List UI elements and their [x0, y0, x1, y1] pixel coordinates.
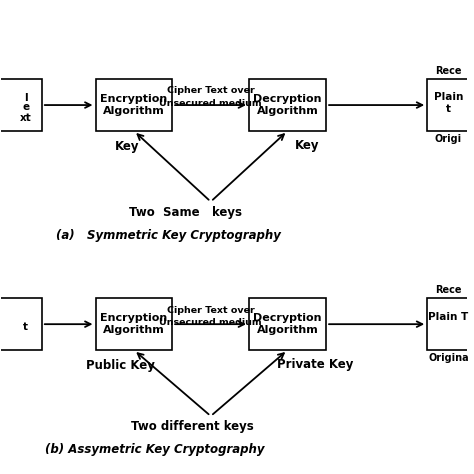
Text: t: t: [23, 321, 28, 331]
Text: xt: xt: [20, 113, 31, 123]
Text: Rece: Rece: [435, 285, 462, 295]
Text: t: t: [446, 104, 451, 114]
FancyBboxPatch shape: [427, 298, 470, 350]
Text: Private Key: Private Key: [277, 358, 354, 371]
Text: Encryption
Algorithm: Encryption Algorithm: [100, 94, 168, 116]
Text: Public Key: Public Key: [86, 359, 155, 372]
FancyBboxPatch shape: [0, 298, 42, 350]
Text: Key: Key: [115, 140, 139, 153]
Text: Origi: Origi: [435, 134, 462, 144]
Text: Decryption
Algorithm: Decryption Algorithm: [253, 313, 322, 335]
FancyBboxPatch shape: [96, 298, 173, 350]
FancyBboxPatch shape: [427, 79, 470, 131]
Text: Unsecured medium: Unsecured medium: [159, 99, 262, 108]
Text: Unsecured medium: Unsecured medium: [159, 318, 262, 327]
Text: Two  Same   keys: Two Same keys: [128, 206, 242, 219]
Text: Two different keys: Two different keys: [131, 420, 254, 433]
FancyBboxPatch shape: [249, 298, 326, 350]
Text: l: l: [24, 93, 27, 103]
Text: (a)   Symmetric Key Cryptography: (a) Symmetric Key Cryptography: [56, 229, 281, 242]
Text: Origina: Origina: [428, 353, 469, 363]
Text: Encryption
Algorithm: Encryption Algorithm: [100, 313, 168, 335]
Text: Key: Key: [295, 138, 319, 152]
Text: Decryption
Algorithm: Decryption Algorithm: [253, 94, 322, 116]
Text: Cipher Text over: Cipher Text over: [167, 86, 255, 95]
FancyBboxPatch shape: [96, 79, 173, 131]
Text: Plain T: Plain T: [428, 312, 469, 322]
FancyBboxPatch shape: [249, 79, 326, 131]
Text: Rece: Rece: [435, 66, 462, 76]
Text: Plain: Plain: [434, 91, 463, 101]
FancyBboxPatch shape: [0, 79, 42, 131]
Text: Cipher Text over: Cipher Text over: [167, 306, 255, 315]
Text: (b) Assymetric Key Cryptography: (b) Assymetric Key Cryptography: [45, 444, 264, 456]
Text: e: e: [22, 102, 29, 112]
